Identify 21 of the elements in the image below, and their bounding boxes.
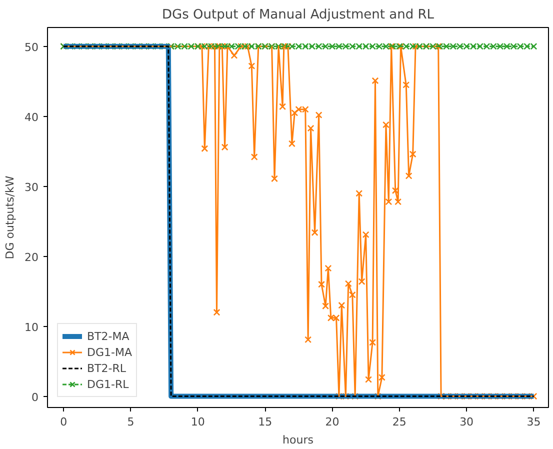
x-tick-label: 20 [325,416,340,428]
y-tick-label: 10 [24,320,39,334]
x-tick-label: 0 [60,416,68,428]
y-axis-title: DG outputs/kW [4,176,17,260]
x-tick-label: 5 [127,416,134,428]
y-tick-label: 0 [32,390,38,404]
x-tick-label: 35 [526,416,541,428]
x-axis-title: hours [282,434,314,446]
x-tick-label: 15 [258,416,272,428]
legend-label: DG1-RL [87,376,129,392]
chart-title: DGs Output of Manual Adjustment and RL [162,8,435,22]
x-tick-label: 25 [392,416,406,428]
legend-label: BT2-RL [87,360,126,376]
x-tick-label: 10 [190,416,205,428]
y-tick-label: 40 [24,110,39,124]
legend-label: DG1-MA [87,344,132,360]
x-tick-label: 30 [460,416,474,428]
y-tick-label: 50 [24,40,39,54]
y-tick-label: 20 [24,250,39,264]
y-tick-label: 30 [24,180,39,194]
legend-label: BT2-MA [87,328,130,344]
